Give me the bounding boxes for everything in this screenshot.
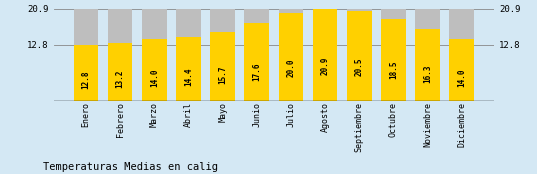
Bar [211, 32, 235, 101]
Bar [74, 45, 98, 101]
Bar [211, 9, 235, 101]
Text: 14.0: 14.0 [150, 68, 159, 87]
Text: 20.0: 20.0 [286, 58, 295, 77]
Bar [279, 13, 303, 101]
Bar [108, 9, 133, 101]
Text: 20.9: 20.9 [321, 57, 330, 75]
Bar [142, 9, 166, 101]
Bar [279, 9, 303, 101]
Bar [142, 39, 166, 101]
Text: 17.6: 17.6 [252, 62, 262, 81]
Text: 20.5: 20.5 [355, 57, 364, 76]
Bar [449, 39, 474, 101]
Bar [244, 9, 269, 101]
Text: 15.7: 15.7 [218, 65, 227, 84]
Text: 14.0: 14.0 [457, 68, 466, 87]
Text: 14.4: 14.4 [184, 68, 193, 86]
Bar [244, 23, 269, 101]
Bar [108, 43, 133, 101]
Bar [74, 9, 98, 101]
Text: 16.3: 16.3 [423, 64, 432, 83]
Bar [347, 9, 372, 101]
Bar [381, 19, 406, 101]
Text: 18.5: 18.5 [389, 61, 398, 79]
Text: 12.8: 12.8 [82, 70, 91, 89]
Bar [449, 9, 474, 101]
Bar [176, 9, 201, 101]
Bar [313, 9, 337, 101]
Bar [381, 9, 406, 101]
Text: 13.2: 13.2 [115, 70, 125, 88]
Bar [313, 9, 337, 101]
Bar [176, 37, 201, 101]
Bar [347, 11, 372, 101]
Bar [415, 9, 440, 101]
Text: Temperaturas Medias en calig: Temperaturas Medias en calig [43, 162, 218, 172]
Bar [415, 29, 440, 101]
